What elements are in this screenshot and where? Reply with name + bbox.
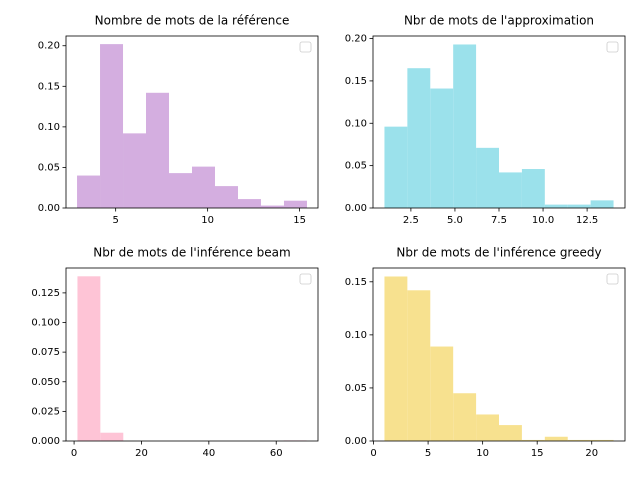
y-tick-label: 0.025 xyxy=(31,406,60,417)
y-tick-label: 0.20 xyxy=(38,41,60,52)
x-tick-label: 5.0 xyxy=(447,215,463,226)
x-tick-label: 15 xyxy=(293,215,306,226)
bar xyxy=(521,439,545,441)
x-tick-label: 0 xyxy=(370,448,376,459)
y-tick-label: 0.15 xyxy=(345,277,367,288)
y-tick-label: 0.10 xyxy=(38,122,60,133)
bar xyxy=(453,44,477,209)
bar xyxy=(100,44,124,209)
bar xyxy=(100,432,124,441)
x-tick-label: 12.5 xyxy=(576,215,598,226)
x-tick-label: 10.0 xyxy=(532,215,554,226)
x-tick-label: 60 xyxy=(270,448,283,459)
x-tick-label: 20 xyxy=(585,448,598,459)
axes-frame xyxy=(372,267,626,442)
bar xyxy=(237,199,261,208)
y-tick-label: 0.20 xyxy=(345,34,367,45)
x-tick-label: 0 xyxy=(71,448,77,459)
y-tick-label: 0.05 xyxy=(38,162,60,173)
bar xyxy=(430,346,454,441)
bar xyxy=(499,425,522,441)
bar xyxy=(214,186,238,208)
bar xyxy=(384,126,408,208)
bar xyxy=(544,436,568,441)
y-tick-label: 0.10 xyxy=(345,330,367,341)
y-tick-label: 0.15 xyxy=(345,76,367,87)
legend-box xyxy=(606,273,619,285)
legend-box xyxy=(299,41,312,53)
bar xyxy=(567,204,591,208)
y-tick-label: 0.00 xyxy=(345,436,367,447)
bar xyxy=(590,439,614,441)
x-tick-label: 5 xyxy=(112,215,118,226)
legend-box xyxy=(606,41,619,53)
bar xyxy=(260,205,284,208)
y-tick-label: 0.050 xyxy=(31,377,60,388)
legend-box xyxy=(299,273,312,285)
y-tick-label: 0.10 xyxy=(345,118,367,129)
x-tick-label: 20 xyxy=(135,448,148,459)
y-tick-label: 0.05 xyxy=(345,383,367,394)
bar xyxy=(453,393,477,441)
x-tick-label: 2.5 xyxy=(403,215,419,226)
x-tick-label: 5 xyxy=(425,448,431,459)
bar xyxy=(77,175,101,208)
bar xyxy=(192,166,215,208)
bar xyxy=(476,414,499,441)
bar xyxy=(590,200,614,208)
bar xyxy=(123,133,147,208)
chart-title: Nbr de mots de l'inférence beam xyxy=(93,246,290,260)
x-tick-label: 15 xyxy=(531,448,544,459)
bar xyxy=(567,439,591,441)
bar xyxy=(407,68,431,208)
y-tick-label: 0.100 xyxy=(31,318,60,329)
y-tick-label: 0.075 xyxy=(31,347,60,358)
chart-title: Nombre de mots de la référence xyxy=(95,14,290,28)
bar xyxy=(521,169,545,208)
x-tick-label: 10 xyxy=(476,448,489,459)
y-tick-label: 0.00 xyxy=(38,203,60,214)
bar xyxy=(499,172,522,208)
chart-title: Nbr de mots de l'inférence greedy xyxy=(396,246,601,260)
y-tick-label: 0.15 xyxy=(38,81,60,92)
y-tick-label: 0.125 xyxy=(31,288,60,299)
bar xyxy=(407,290,431,441)
bar xyxy=(146,92,170,208)
bar xyxy=(384,276,408,441)
y-tick-label: 0.00 xyxy=(345,203,367,214)
bar xyxy=(430,88,454,208)
bar xyxy=(77,276,101,441)
bar xyxy=(544,204,568,208)
bar xyxy=(283,200,307,208)
chart-title: Nbr de mots de l'approximation xyxy=(404,14,594,28)
x-tick-label: 40 xyxy=(202,448,215,459)
y-tick-label: 0.05 xyxy=(345,161,367,172)
x-tick-label: 10 xyxy=(201,215,214,226)
bar xyxy=(169,173,192,208)
y-tick-label: 0.000 xyxy=(31,436,60,447)
x-tick-label: 7.5 xyxy=(491,215,507,226)
axes-frame xyxy=(65,267,319,442)
bar xyxy=(476,147,499,208)
axes-frame xyxy=(65,35,319,209)
